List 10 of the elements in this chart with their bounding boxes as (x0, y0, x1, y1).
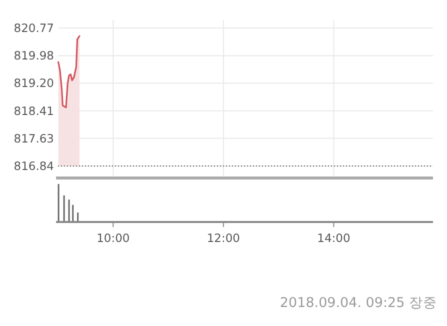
y-tick-label: 820.77 (14, 21, 54, 35)
y-tick-label: 819.98 (14, 48, 54, 63)
y-tick-label: 819.20 (14, 76, 54, 90)
x-tick-label: 10:00 (96, 231, 130, 245)
y-tick-label: 816.84 (14, 159, 54, 173)
y-tick-label: 818.41 (14, 104, 54, 118)
text: 2018.09.04. 09:25 장중 (280, 295, 437, 311)
y-tick-label: 817.63 (14, 131, 54, 146)
x-tick-label: 14:00 (317, 231, 350, 245)
x-tick-label: 12:00 (206, 231, 240, 245)
